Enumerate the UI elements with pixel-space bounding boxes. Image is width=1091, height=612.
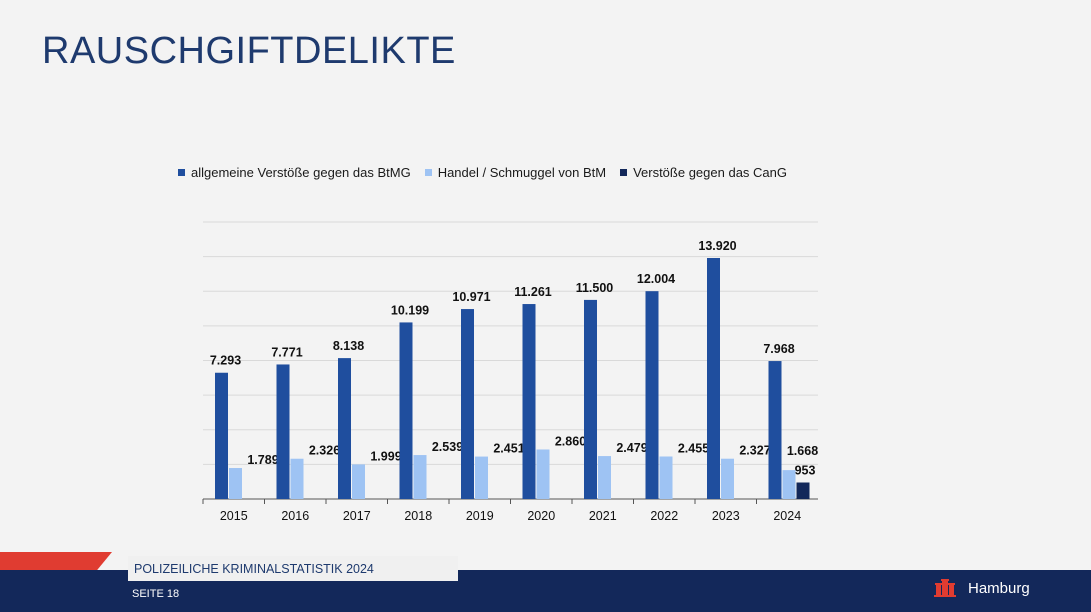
legend-label-cang: Verstöße gegen das CanG xyxy=(633,165,787,180)
x-tick-label: 2024 xyxy=(773,509,801,523)
x-tick-label: 2016 xyxy=(281,509,309,523)
bar-chart: 2015 7.293 1.789 2016 7.771 2.326 2017 8.138 1.9… xyxy=(202,221,818,523)
chart-legend: allgemeine Verstöße gegen das BtMG Hande… xyxy=(178,165,787,180)
bar-label-btmg: 10.199 xyxy=(391,303,429,317)
x-tick-label: 2020 xyxy=(527,509,555,523)
bar-handel xyxy=(536,449,550,499)
bar-btmg xyxy=(215,372,228,499)
bar-label-btmg: 8.138 xyxy=(333,339,364,353)
bar-btmg xyxy=(584,299,597,499)
legend-label-btmg: allgemeine Verstöße gegen das BtMG xyxy=(191,165,411,180)
legend-label-handel: Handel / Schmuggel von BtM xyxy=(437,165,607,180)
x-tick-label: 2017 xyxy=(343,509,371,523)
bar-handel xyxy=(659,456,673,499)
x-tick-label: 2021 xyxy=(589,509,617,523)
bar-label-handel: 2.455 xyxy=(678,441,709,455)
legend-item-cang: Verstöße gegen das CanG xyxy=(620,165,787,180)
bar-label-cang: 953 xyxy=(795,464,816,478)
legend-swatch-handel xyxy=(424,169,432,176)
x-tick-label: 2023 xyxy=(712,509,740,523)
legend-swatch-btmg xyxy=(178,169,185,176)
bar-label-btmg: 12.004 xyxy=(637,272,675,286)
bar-handel xyxy=(290,458,304,499)
bar-label-handel: 2.327 xyxy=(739,444,770,458)
bar-label-handel: 1.668 xyxy=(787,444,818,458)
bar-label-handel: 2.860 xyxy=(555,434,586,448)
page-title: RAUSCHGIFTDELIKTE xyxy=(42,30,456,72)
bar-label-btmg: 10.971 xyxy=(452,290,490,304)
bar-btmg xyxy=(645,291,659,499)
bar-label-btmg: 7.293 xyxy=(210,354,241,368)
bar-label-handel: 1.999 xyxy=(370,449,401,463)
hamburg-logo: Hamburg xyxy=(934,578,1030,598)
bar-cang xyxy=(796,482,810,499)
x-tick-label: 2022 xyxy=(650,509,678,523)
bar-btmg xyxy=(522,304,536,499)
bar-handel xyxy=(782,470,796,499)
bar-label-handel: 2.539 xyxy=(432,440,463,454)
hamburg-castle-icon xyxy=(934,579,956,597)
x-tick-label: 2019 xyxy=(466,509,494,523)
bar-btmg xyxy=(276,364,290,499)
x-tick-label: 2015 xyxy=(220,509,248,523)
bar-handel xyxy=(475,456,488,499)
bar-handel xyxy=(721,458,734,499)
bar-label-btmg: 7.771 xyxy=(271,345,302,359)
legend-item-btmg: allgemeine Verstöße gegen das BtMG xyxy=(178,165,411,180)
bar-handel xyxy=(352,464,365,499)
bar-btmg xyxy=(399,322,413,499)
bar-handel xyxy=(413,455,427,499)
bar-label-handel: 2.326 xyxy=(309,444,340,458)
bar-label-btmg: 11.500 xyxy=(576,281,614,295)
bar-handel xyxy=(229,468,242,499)
bar-btmg xyxy=(338,358,351,499)
bar-btmg xyxy=(461,309,474,499)
footer-report-label: POLIZEILICHE KRIMINALSTATISTIK 2024 xyxy=(128,556,458,581)
legend-item-handel: Handel / Schmuggel von BtM xyxy=(424,165,607,180)
bar-label-handel: 1.789 xyxy=(247,453,278,467)
bar-label-btmg: 11.261 xyxy=(514,285,552,299)
bar-handel xyxy=(598,456,611,499)
page-number: SEITE 18 xyxy=(132,588,180,600)
bar-btmg xyxy=(707,258,720,499)
bar-label-handel: 2.451 xyxy=(493,442,524,456)
footer-report-text: POLIZEILICHE KRIMINALSTATISTIK 2024 xyxy=(134,561,374,576)
bar-label-btmg: 13.920 xyxy=(698,239,736,253)
bar-label-handel: 2.479 xyxy=(616,441,647,455)
bar-btmg xyxy=(768,361,782,499)
bar-label-btmg: 7.968 xyxy=(763,342,794,356)
legend-swatch-cang xyxy=(620,169,628,176)
brand-name: Hamburg xyxy=(968,579,1030,597)
x-tick-label: 2018 xyxy=(404,509,432,523)
